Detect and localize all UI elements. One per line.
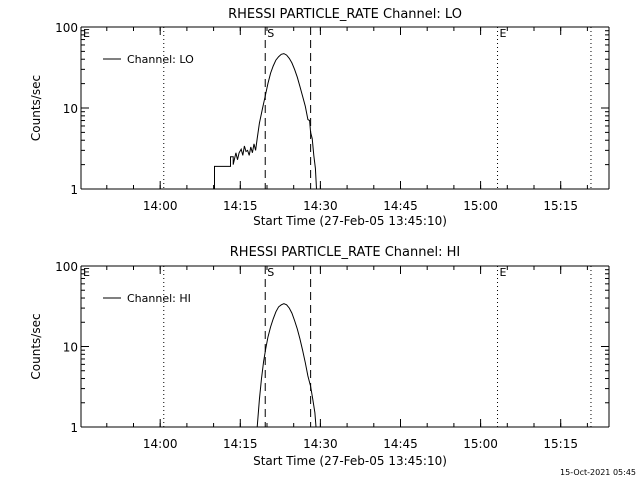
series-line [214, 53, 317, 190]
legend-label: Channel: LO [127, 53, 194, 66]
y-tick-label: 10 [63, 102, 78, 116]
x-tick-label: 15:15 [543, 199, 578, 213]
x-tick-label: 14:45 [383, 199, 418, 213]
marker-label: E [500, 266, 507, 279]
marker-label: S [267, 27, 274, 40]
x-axis-label: Start Time (27-Feb-05 13:45:10) [253, 454, 447, 468]
x-tick-label: 15:00 [463, 437, 498, 451]
x-tick-label: 15:15 [543, 437, 578, 451]
chart-title: RHESSI PARTICLE_RATE Channel: HI [230, 245, 460, 260]
legend-label: Channel: HI [127, 292, 191, 305]
x-tick-label: 14:00 [143, 199, 178, 213]
x-tick-label: 14:30 [303, 199, 338, 213]
marker-label: S [267, 266, 274, 279]
series-line [256, 303, 317, 428]
generation-timestamp: 15-Oct-2021 05:45 [560, 468, 636, 477]
marker-label: E [83, 27, 90, 40]
chart-panel-1: RHESSI PARTICLE_RATE Channel: LO 1 10 100 Co… [29, 7, 610, 228]
marker-label: E [83, 266, 90, 279]
y-tick-label: 1 [70, 183, 78, 197]
y-tick-label: 100 [55, 260, 78, 274]
y-axis-label: Counts/sec [29, 75, 43, 141]
x-tick-label: 14:00 [143, 437, 178, 451]
chart-panel-2: RHESSI PARTICLE_RATE Channel: HI 1 10 100 Co… [29, 245, 610, 468]
x-axis-label: Start Time (27-Feb-05 13:45:10) [253, 214, 447, 228]
y-tick-label: 10 [63, 341, 78, 355]
marker-label: E [500, 27, 507, 40]
y-axis-label: Counts/sec [29, 313, 43, 379]
chart-title: RHESSI PARTICLE_RATE Channel: LO [228, 7, 462, 22]
x-tick-label: 14:45 [383, 437, 418, 451]
y-tick-label: 1 [70, 421, 78, 435]
y-tick-label: 100 [55, 21, 78, 35]
x-tick-label: 14:30 [303, 437, 338, 451]
x-tick-label: 14:15 [223, 437, 258, 451]
x-tick-label: 14:15 [223, 199, 258, 213]
x-tick-label: 15:00 [463, 199, 498, 213]
